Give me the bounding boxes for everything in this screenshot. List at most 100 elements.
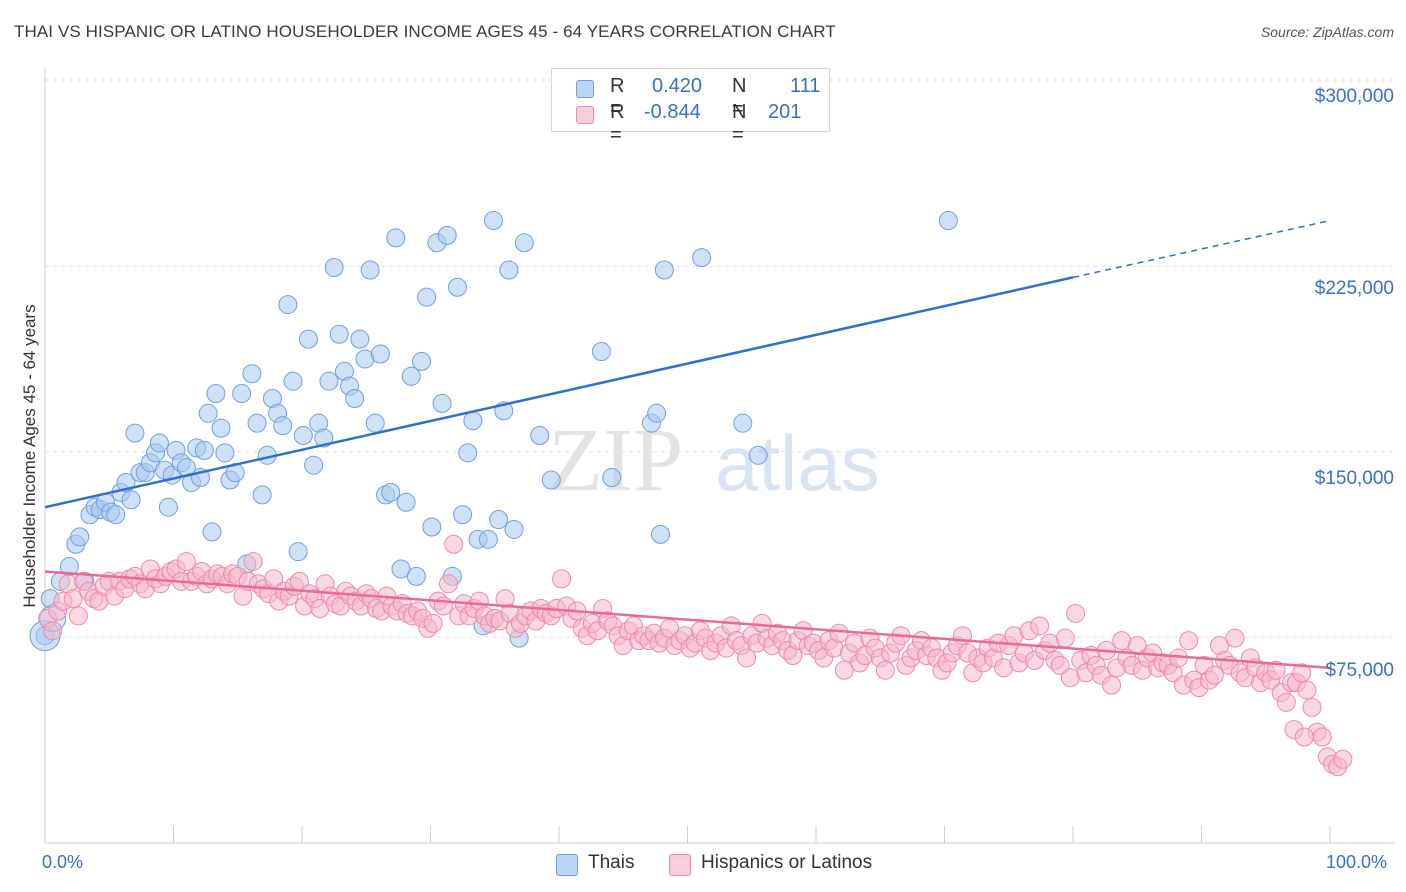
hispanics-swatch (576, 106, 594, 124)
thais-point (458, 443, 478, 463)
hispanics-point (552, 569, 572, 589)
thais-point (651, 524, 671, 544)
hispanics-point (438, 574, 458, 594)
thais-point (432, 393, 452, 413)
thais-point (406, 566, 426, 586)
thais-trend-line (44, 276, 1074, 509)
x-tick-100: 100.0% (1326, 852, 1388, 872)
chart-title: THAI VS HISPANIC OR LATINO HOUSEHOLDER I… (14, 22, 836, 41)
thais-point (647, 403, 667, 423)
hispanics-point (1066, 603, 1086, 623)
thais-point (283, 371, 303, 391)
hispanics-point (1294, 727, 1314, 747)
thais-point (602, 468, 622, 488)
hispanics-point (1204, 665, 1224, 685)
thais-point (314, 428, 334, 448)
hispanics-point (1297, 680, 1317, 700)
thais-point (106, 505, 126, 525)
thais-point (370, 344, 390, 364)
correlation-legend: R = 0.420 N = 111 R = -0.844 N = 201 (551, 68, 830, 146)
thais-point (288, 542, 308, 562)
thais-point (360, 260, 380, 280)
hispanics-point (737, 648, 757, 668)
thais-point (453, 505, 473, 525)
thais-point (247, 413, 267, 433)
thais-point (278, 295, 298, 315)
hispanics-point (68, 606, 88, 626)
legend-r-thais: 0.420 (652, 75, 703, 97)
hispanics-point (834, 660, 854, 680)
hispanics-point (1225, 628, 1245, 648)
thais-point (329, 324, 349, 344)
thais-point (293, 426, 313, 446)
hispanics-point (1030, 616, 1050, 636)
hispanics-point (1266, 660, 1286, 680)
thais-point (206, 384, 226, 404)
thais-point (121, 490, 141, 510)
thais-point (692, 248, 712, 268)
hispanics-point (423, 613, 443, 633)
hispanics-point (875, 660, 895, 680)
hispanics-legend-swatch (669, 854, 691, 876)
thais-point (417, 287, 437, 307)
thais-point (437, 225, 457, 245)
hispanics-point (444, 534, 464, 554)
thais-point (211, 418, 231, 438)
legend-n-label: N = (732, 75, 747, 120)
thais-swatch (576, 80, 594, 98)
legend-r-label: R = (610, 101, 625, 146)
thais-point (319, 371, 339, 391)
hispanics-trend-line (44, 570, 1331, 670)
thais-point (530, 426, 550, 446)
hispanics-point (1302, 697, 1322, 717)
thais-point (324, 258, 344, 278)
hispanics-point (1276, 692, 1296, 712)
hispanics-point (1333, 749, 1353, 769)
thais-point (514, 233, 534, 253)
thais-point (748, 445, 768, 465)
hispanics-point (1292, 663, 1312, 683)
thais-point (273, 416, 293, 436)
y-tick-75k: $75,000 (1325, 660, 1394, 681)
thais-point (149, 433, 169, 453)
thais-point (422, 517, 442, 537)
thais-point (591, 342, 611, 362)
thais-point (381, 482, 401, 502)
hispanics-point (1055, 628, 1075, 648)
thais-trend-extension (1072, 219, 1331, 279)
legend-n-thais: 111 (790, 75, 821, 97)
thais-point (304, 455, 324, 475)
thais-point (345, 388, 365, 408)
thais-point (733, 413, 753, 433)
thais-point (489, 510, 509, 530)
thais-legend-label: Thais (588, 852, 635, 873)
y-axis-label: Householder Income Ages 45 - 64 years (20, 304, 39, 608)
thais-point (386, 228, 406, 248)
gridlines (45, 78, 1395, 638)
thais-point (401, 366, 421, 386)
thais-point (350, 329, 370, 349)
thais-point (232, 384, 252, 404)
hispanics-legend-label: Hispanics or Latinos (701, 852, 873, 873)
trend-lines (44, 219, 1331, 670)
hispanics-point (1050, 655, 1070, 675)
hispanics-point (243, 552, 263, 572)
thais-point (242, 364, 262, 384)
thais-legend-swatch (556, 854, 578, 876)
thais-point (396, 492, 416, 512)
x-tick-0: 0.0% (42, 852, 84, 872)
hispanics-point (43, 621, 63, 641)
hispanics-point (63, 589, 83, 609)
thais-point (198, 403, 218, 423)
hispanics-point (952, 626, 972, 646)
thais-point (215, 443, 235, 463)
watermark-atlas: atlas (715, 419, 880, 507)
thais-point (483, 211, 503, 231)
axes (44, 68, 1395, 844)
hispanics-point (1102, 675, 1122, 695)
legend-r-hispanics: -0.844 (644, 101, 701, 123)
thais-point (125, 423, 145, 443)
thais-point (504, 519, 524, 539)
legend-r-label: R = (610, 75, 625, 120)
hispanics-point (176, 552, 196, 572)
